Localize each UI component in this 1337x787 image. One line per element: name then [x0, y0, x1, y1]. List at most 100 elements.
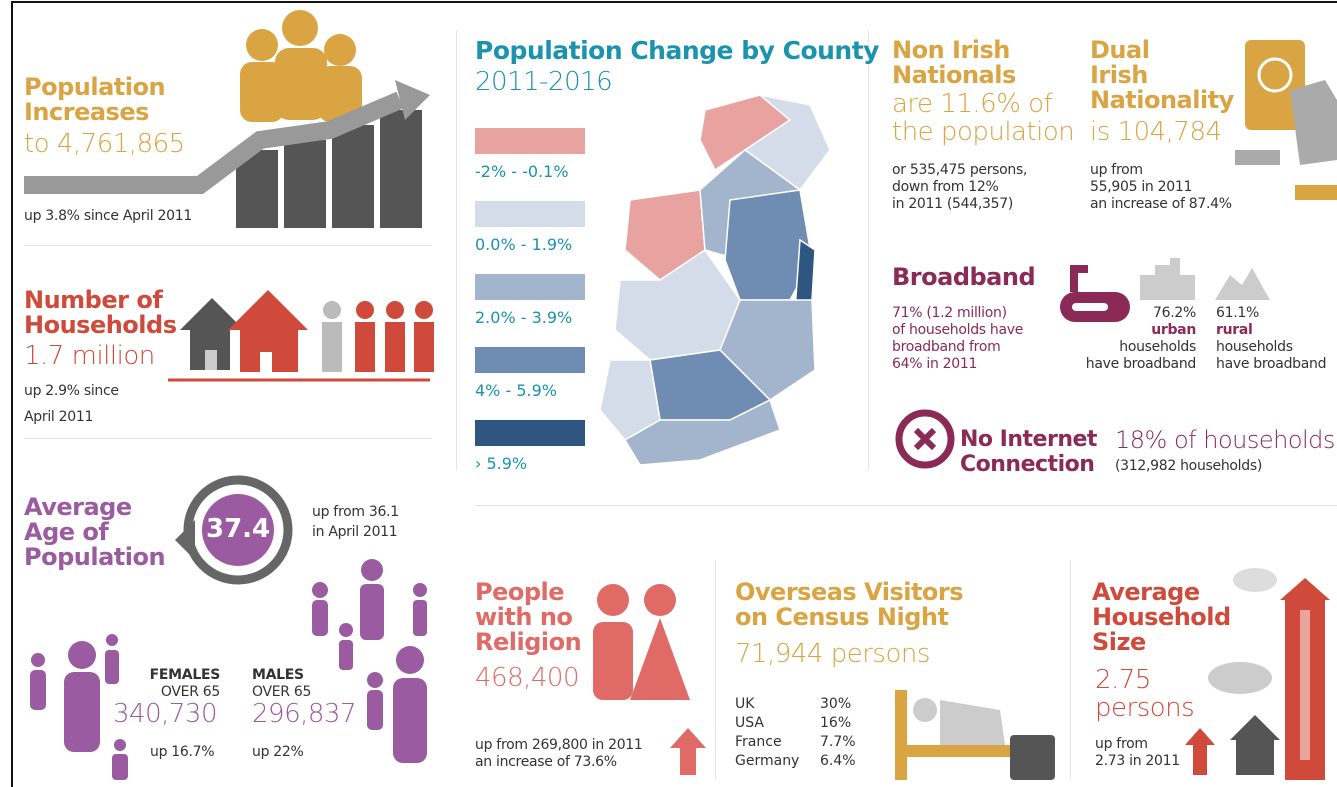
value-line: the population — [892, 117, 1075, 147]
ireland-map — [599, 94, 831, 466]
label-line: FEMALES — [149, 667, 221, 683]
broadband-icons — [895, 258, 1270, 469]
legend-swatch — [475, 274, 585, 300]
legend-label: › 5.9% — [475, 454, 528, 473]
broadband-title: Broadband — [892, 263, 1036, 291]
non-irish-note: or 535,475 persons, down from 12% in 2011 … — [892, 162, 1027, 213]
visitors-icon — [895, 590, 1055, 780]
legend-swatch — [475, 420, 585, 446]
country-cell: Germany — [735, 753, 800, 769]
map-title: Population Change by County — [475, 36, 879, 65]
title-line: Increases — [24, 98, 149, 126]
value-line: 2.75 — [1095, 665, 1151, 695]
stat-line: have broadband — [1216, 356, 1327, 372]
note-line: an increase of 87.4% — [1090, 196, 1232, 212]
population-value: to 4,761,865 — [24, 129, 185, 159]
non-irish-title: Non Irish Nationals — [892, 38, 1016, 88]
share-cell: 7.7% — [820, 734, 856, 750]
dual-title: Dual Irish Nationality — [1090, 38, 1234, 113]
religion-title: People with no Religion — [475, 580, 582, 656]
age-value: 37.4 — [206, 514, 271, 544]
title-line: Nationals — [892, 61, 1016, 89]
note-line: 2.73 in 2011 — [1095, 753, 1180, 769]
legend-swatch — [475, 128, 585, 154]
religion-note: up from 269,800 in 2011 an increase of 73… — [475, 737, 643, 771]
population-title: Population Increases — [24, 73, 166, 126]
stat-value: 76.2% — [1153, 305, 1196, 321]
title-line: on Census Night — [735, 603, 949, 631]
label-line: OVER 65 — [160, 684, 220, 700]
divider — [475, 505, 1337, 506]
households-note: up 2.9% since April 2011 — [24, 378, 119, 430]
males-change: up 22% — [252, 744, 304, 760]
stat-line: households — [1216, 339, 1293, 355]
note-line: up 2.9% since — [24, 383, 119, 399]
dual-note: up from 55,905 in 2011 an increase of 87.4… — [1090, 162, 1232, 213]
title-line: Dual — [1090, 36, 1150, 64]
religion-value: 468,400 — [475, 663, 580, 693]
title-line: with no — [475, 603, 573, 631]
note-line: up from — [1095, 736, 1148, 752]
title-line: Household — [1092, 603, 1231, 631]
legend-label: 2.0% - 3.9% — [475, 308, 573, 327]
passport-icon — [1235, 40, 1337, 200]
stat-line: have broadband — [1085, 356, 1197, 372]
age-icon — [30, 475, 427, 780]
title-line: Households — [24, 311, 177, 339]
stat-value: 61.1% — [1216, 305, 1259, 321]
males-value: 296,837 — [252, 699, 357, 729]
title-line: Age of — [24, 518, 109, 546]
divider — [24, 438, 432, 439]
households-icon — [168, 290, 434, 382]
title-line: Connection — [960, 452, 1095, 477]
note-line: broadband from — [892, 339, 1001, 355]
note-line: up from 36.1 — [312, 504, 399, 520]
divider — [1070, 560, 1071, 780]
age-title: Average Age of Population — [24, 493, 166, 571]
note-line: 55,905 in 2011 — [1090, 179, 1193, 195]
females-change: up 16.7% — [150, 744, 215, 760]
title-line: Size — [1092, 628, 1146, 656]
stat-label: rural — [1216, 322, 1253, 338]
females-value: 340,730 — [113, 699, 218, 729]
note-line: or 535,475 persons, — [892, 162, 1028, 178]
title-line: No Internet — [960, 427, 1097, 452]
country-cell: France — [735, 734, 782, 750]
households-value: 1.7 million — [24, 341, 155, 371]
population-note: up 3.8% since April 2011 — [24, 208, 192, 224]
household-size-note: up from 2.73 in 2011 — [1095, 736, 1180, 770]
divider — [715, 560, 716, 780]
title-line: Population — [24, 73, 166, 101]
divider — [456, 30, 457, 470]
legend-swatch — [475, 347, 585, 373]
dual-value: is 104,784 — [1090, 117, 1222, 147]
no-internet-value: 18% of households — [1115, 426, 1335, 454]
note-line: April 2011 — [24, 409, 94, 425]
population-icon — [24, 10, 430, 228]
title-line: Average — [24, 493, 132, 521]
note-line: up from 269,800 in 2011 — [475, 737, 643, 753]
household-size-title: Average Household Size — [1092, 580, 1231, 655]
value-line: persons — [1095, 693, 1195, 723]
note-line: in April 2011 — [312, 524, 398, 540]
age-note: up from 36.1 in April 2011 — [312, 502, 399, 542]
legend-label: -2% - -0.1% — [475, 162, 569, 181]
title-line: Non Irish — [892, 36, 1010, 64]
title-line: Overseas Visitors — [735, 578, 964, 606]
no-internet-title: No Internet Connection — [960, 427, 1097, 477]
value-line: are 11.6% of — [892, 89, 1053, 119]
divider — [868, 30, 869, 470]
country-cell: USA — [735, 715, 764, 731]
title-line: Population — [24, 543, 166, 571]
label-line: OVER 65 — [252, 684, 312, 700]
title-line: Religion — [475, 628, 582, 656]
household-size-icon — [1185, 568, 1330, 780]
note-line: an increase of 73.6% — [475, 754, 617, 770]
label-line: MALES — [252, 667, 304, 683]
households-title: Number of Households — [24, 288, 177, 338]
note-line: down from 12% — [892, 179, 999, 195]
map-subtitle: 2011-2016 — [475, 67, 613, 97]
note-line: 71% (1.2 million) — [892, 305, 1007, 321]
